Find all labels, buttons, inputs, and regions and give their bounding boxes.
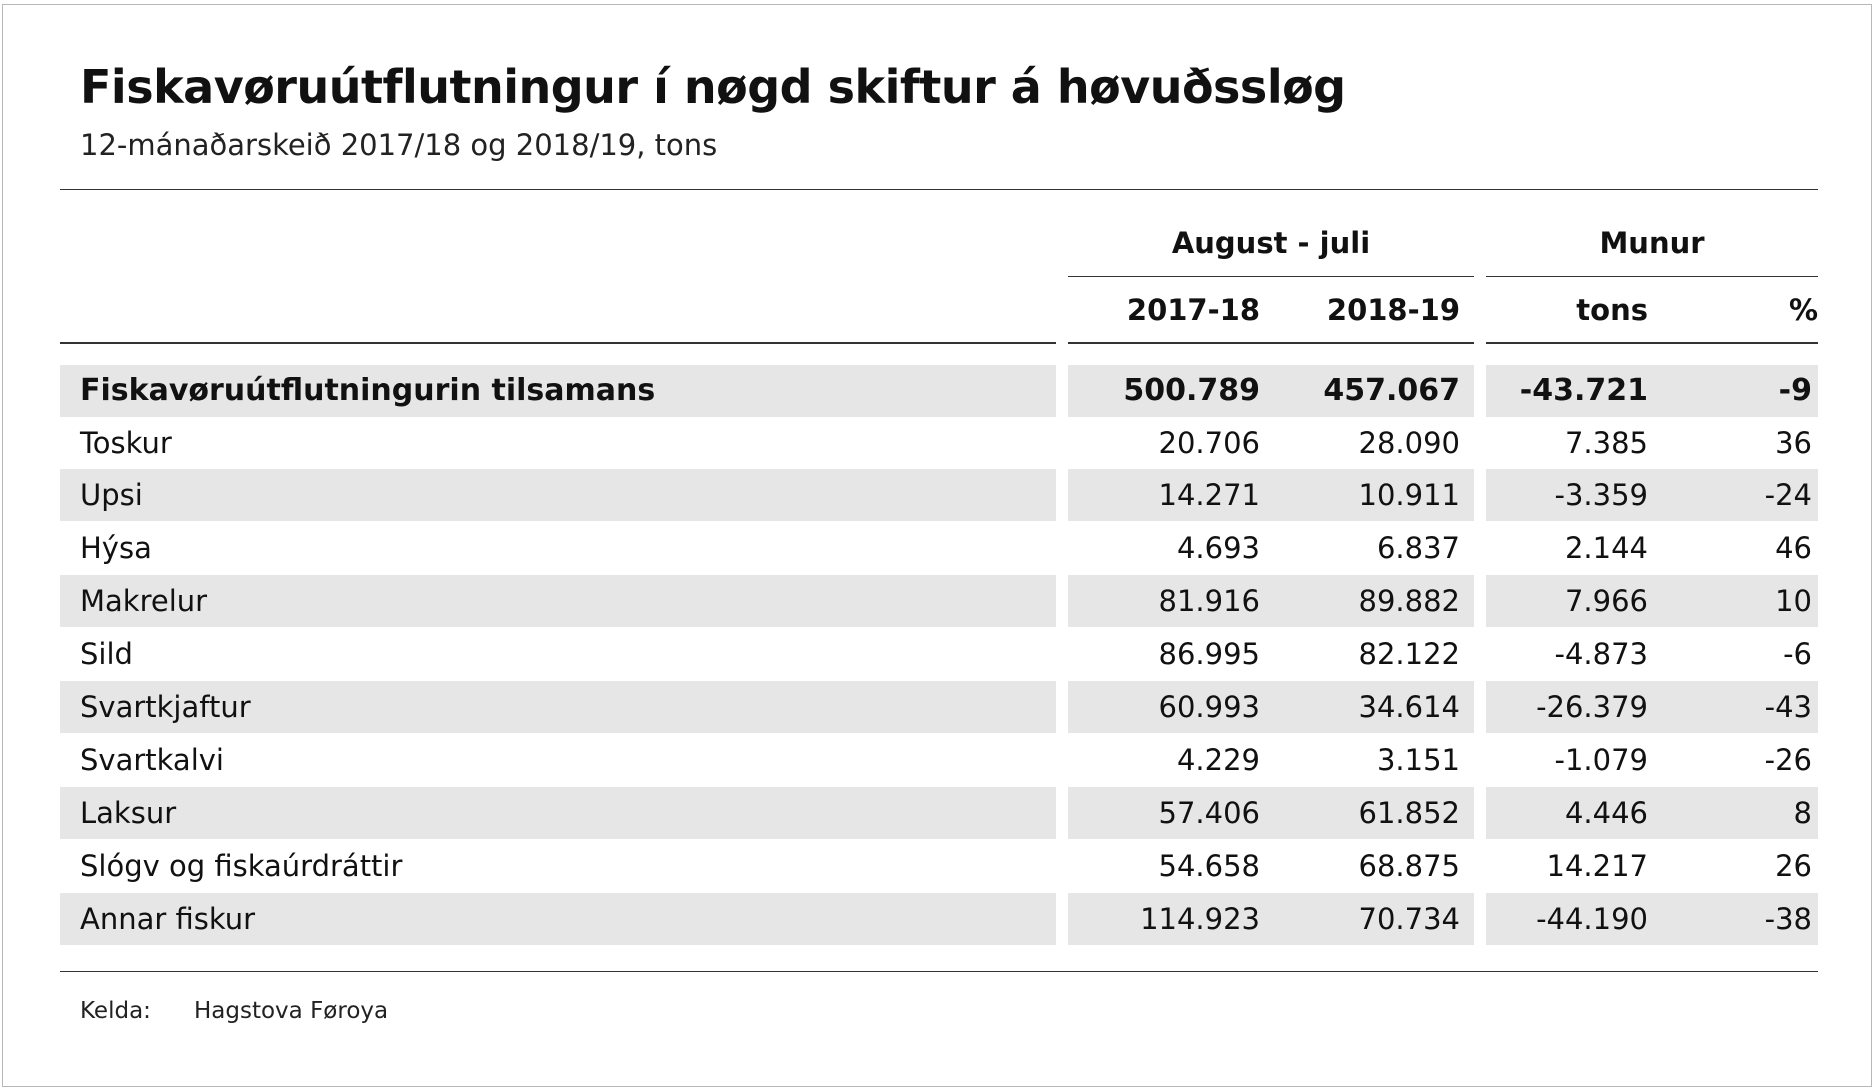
cell-2018-19: 457.067: [1323, 373, 1460, 408]
table-row: Svartkjaftur 60.993 34.614 -26.379 -43: [0, 681, 1876, 733]
row-label: Slógv og fiskaúrdráttir: [80, 849, 403, 883]
header-rule-period: [1068, 342, 1474, 344]
cell-2017-18: 4.229: [1176, 743, 1260, 777]
cell-2017-18: 57.406: [1158, 796, 1260, 830]
cell-2018-19: 6.837: [1376, 531, 1460, 565]
cell-diff-tons: -4.873: [1554, 637, 1649, 671]
table-row: Hýsa 4.693 6.837 2.144 46: [0, 522, 1876, 574]
row-label: Annar fiskur: [80, 902, 256, 936]
cell-2017-18: 60.993: [1158, 690, 1260, 724]
cell-2017-18: 81.916: [1158, 584, 1260, 618]
header-rule-change: [1486, 342, 1818, 344]
column-header-percent: %: [1788, 293, 1818, 327]
page-title: Fiskavøruútflutningur í nøgd skiftur á h…: [80, 60, 1346, 114]
table-row: Annar fiskur 114.923 70.734 -44.190 -38: [0, 893, 1876, 945]
cell-diff-pct: 10: [1775, 584, 1812, 618]
page-subtitle: 12-mánaðarskeið 2017/18 og 2018/19, tons: [80, 128, 718, 162]
cell-diff-tons: 4.446: [1564, 796, 1648, 830]
header-rule-label: [60, 342, 1056, 344]
bottom-rule: [60, 971, 1818, 972]
cell-diff-pct: 26: [1775, 849, 1812, 883]
cell-diff-pct: -9: [1778, 373, 1812, 408]
row-label: Svartkjaftur: [80, 690, 251, 724]
cell-2017-18: 4.693: [1176, 531, 1260, 565]
cell-2017-18: 54.658: [1158, 849, 1260, 883]
cell-2017-18: 14.271: [1158, 478, 1260, 512]
cell-2018-19: 70.734: [1358, 902, 1460, 936]
cell-2018-19: 82.122: [1358, 637, 1460, 671]
table-row: Sild 86.995 82.122 -4.873 -6: [0, 628, 1876, 680]
table-row: Laksur 57.406 61.852 4.446 8: [0, 787, 1876, 839]
column-header-2017-18: 2017-18: [1126, 293, 1260, 327]
cell-2017-18: 114.923: [1140, 902, 1260, 936]
cell-2017-18: 86.995: [1158, 637, 1260, 671]
row-label: Makrelur: [80, 584, 208, 618]
cell-diff-pct: 46: [1775, 531, 1812, 565]
cell-2018-19: 68.875: [1358, 849, 1460, 883]
table-row: Toskur 20.706 28.090 7.385 36: [0, 417, 1876, 469]
cell-diff-tons: -3.359: [1554, 478, 1649, 512]
group-header-period: August - juli: [1171, 226, 1371, 260]
cell-diff-tons: -26.379: [1536, 690, 1648, 724]
cell-diff-tons: 7.966: [1564, 584, 1648, 618]
row-label: Fiskavøruútflutningurin tilsamans: [80, 373, 656, 408]
table-row: Slógv og fiskaúrdráttir 54.658 68.875 14…: [0, 840, 1876, 892]
group-rule-change: [1486, 276, 1818, 277]
table-row: Upsi 14.271 10.911 -3.359 -24: [0, 469, 1876, 521]
table-row: Svartkalvi 4.229 3.151 -1.079 -26: [0, 734, 1876, 786]
cell-diff-tons: -43.721: [1519, 373, 1648, 408]
group-header-change: Munur: [1599, 226, 1705, 260]
cell-2018-19: 10.911: [1358, 478, 1460, 512]
table-row: Makrelur 81.916 89.882 7.966 10: [0, 575, 1876, 627]
cell-2018-19: 89.882: [1358, 584, 1460, 618]
row-label: Hýsa: [80, 531, 152, 565]
cell-diff-pct: -43: [1764, 690, 1812, 724]
table-row-total: Fiskavøruútflutningurin tilsamans 500.78…: [0, 365, 1876, 417]
source-label: Kelda:: [80, 998, 151, 1024]
cell-2018-19: 3.151: [1376, 743, 1460, 777]
source-value: Hagstova Føroya: [194, 998, 389, 1024]
cell-2018-19: 34.614: [1358, 690, 1460, 724]
group-rule-period: [1068, 276, 1474, 277]
cell-diff-tons: 14.217: [1546, 849, 1648, 883]
cell-diff-pct: 8: [1793, 796, 1812, 830]
column-header-2018-19: 2018-19: [1326, 293, 1460, 327]
cell-diff-tons: -1.079: [1554, 743, 1649, 777]
cell-diff-tons: 7.385: [1564, 426, 1648, 460]
row-label: Sild: [80, 637, 133, 671]
cell-diff-tons: -44.190: [1536, 902, 1648, 936]
column-header-tons: tons: [1576, 293, 1648, 327]
row-label: Laksur: [80, 796, 177, 830]
row-label: Svartkalvi: [80, 743, 224, 777]
top-rule: [60, 189, 1818, 190]
cell-diff-pct: -6: [1783, 637, 1812, 671]
row-label: Toskur: [80, 426, 172, 460]
row-label: Upsi: [80, 478, 143, 512]
cell-2018-19: 61.852: [1358, 796, 1460, 830]
cell-diff-pct: -38: [1764, 902, 1812, 936]
cell-2017-18: 500.789: [1123, 373, 1260, 408]
cell-diff-pct: -24: [1764, 478, 1812, 512]
cell-diff-pct: -26: [1764, 743, 1812, 777]
cell-diff-pct: 36: [1775, 426, 1812, 460]
cell-2018-19: 28.090: [1358, 426, 1460, 460]
cell-diff-tons: 2.144: [1564, 531, 1648, 565]
cell-2017-18: 20.706: [1158, 426, 1260, 460]
